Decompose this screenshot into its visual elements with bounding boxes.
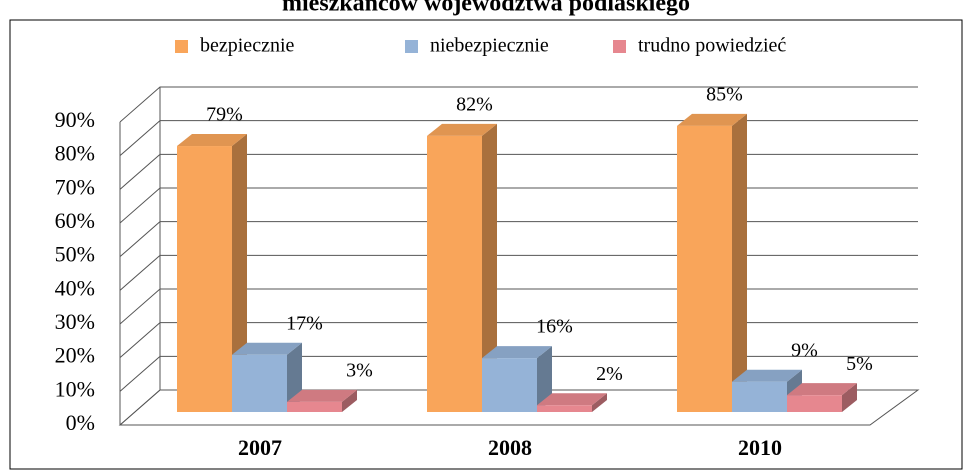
data-label: 16%	[536, 316, 573, 338]
bar-front	[537, 405, 592, 412]
bar-front	[232, 354, 287, 412]
grid-line	[119, 120, 918, 157]
bar-front	[427, 135, 482, 412]
grid-line	[119, 153, 918, 190]
bar-front	[177, 146, 232, 413]
bar-top	[177, 134, 247, 147]
bar	[787, 383, 857, 412]
grid-line	[119, 322, 918, 359]
grid-line	[119, 86, 918, 123]
bar-side	[232, 134, 247, 413]
bar	[537, 393, 607, 412]
data-label: 9%	[791, 339, 818, 361]
bar-top	[427, 123, 497, 136]
bar-front	[482, 358, 537, 412]
x-tick-label: 2008	[488, 435, 532, 460]
bar-top	[677, 113, 747, 126]
y-tick-label: 40%	[55, 275, 95, 300]
grid-line	[119, 221, 918, 258]
data-label: 17%	[286, 312, 323, 334]
y-tick-label: 70%	[55, 174, 95, 199]
grid-line	[119, 389, 918, 426]
bar-side	[842, 383, 857, 412]
legend-swatch	[405, 40, 418, 53]
grid-line	[119, 254, 918, 291]
bar	[287, 389, 357, 412]
x-tick-label: 2007	[238, 435, 282, 460]
bar-top	[787, 383, 857, 396]
bar	[177, 134, 247, 413]
bar	[482, 346, 552, 412]
legend-label: niebezpiecznie	[430, 35, 549, 57]
y-tick-label: 60%	[55, 208, 95, 233]
data-label: 2%	[596, 363, 623, 385]
bar-front	[677, 125, 732, 412]
bar-side	[537, 346, 552, 412]
data-label: 3%	[346, 359, 373, 381]
x-tick-label: 2010	[738, 435, 782, 460]
bar-top	[232, 342, 302, 355]
y-tick-label: 0%	[66, 410, 95, 435]
chart-title: mieszkańców województwa podlaskiego	[282, 0, 690, 17]
bar-side	[732, 113, 747, 412]
bar-top	[537, 393, 607, 406]
bar-top	[482, 346, 552, 359]
bar-top	[732, 369, 802, 382]
grid-line	[119, 187, 918, 224]
bar-side	[342, 389, 357, 412]
data-label: 82%	[456, 94, 493, 116]
y-tick-label: 20%	[55, 343, 95, 368]
y-tick-label: 80%	[55, 141, 95, 166]
data-label: 5%	[846, 353, 873, 375]
bar-side	[592, 393, 607, 412]
y-tick-label: 30%	[55, 309, 95, 334]
data-label: 85%	[706, 83, 743, 105]
bar-front	[732, 381, 787, 412]
bar	[677, 113, 747, 412]
grid-line	[119, 288, 918, 325]
bar-top	[287, 389, 357, 402]
y-tick-label: 10%	[55, 376, 95, 401]
data-label: 79%	[206, 104, 243, 126]
legend-swatch	[613, 40, 626, 53]
bar	[232, 342, 302, 412]
bar-front	[287, 401, 342, 412]
y-tick-label: 90%	[55, 107, 95, 132]
legend-swatch	[175, 40, 188, 53]
bar	[427, 123, 497, 412]
bar-side	[482, 123, 497, 412]
legend-label: trudno powiedzieć	[638, 35, 786, 57]
legend-label: bezpiecznie	[200, 35, 294, 57]
y-tick-label: 50%	[55, 242, 95, 267]
bar-front	[787, 395, 842, 412]
grid-line	[119, 355, 918, 392]
